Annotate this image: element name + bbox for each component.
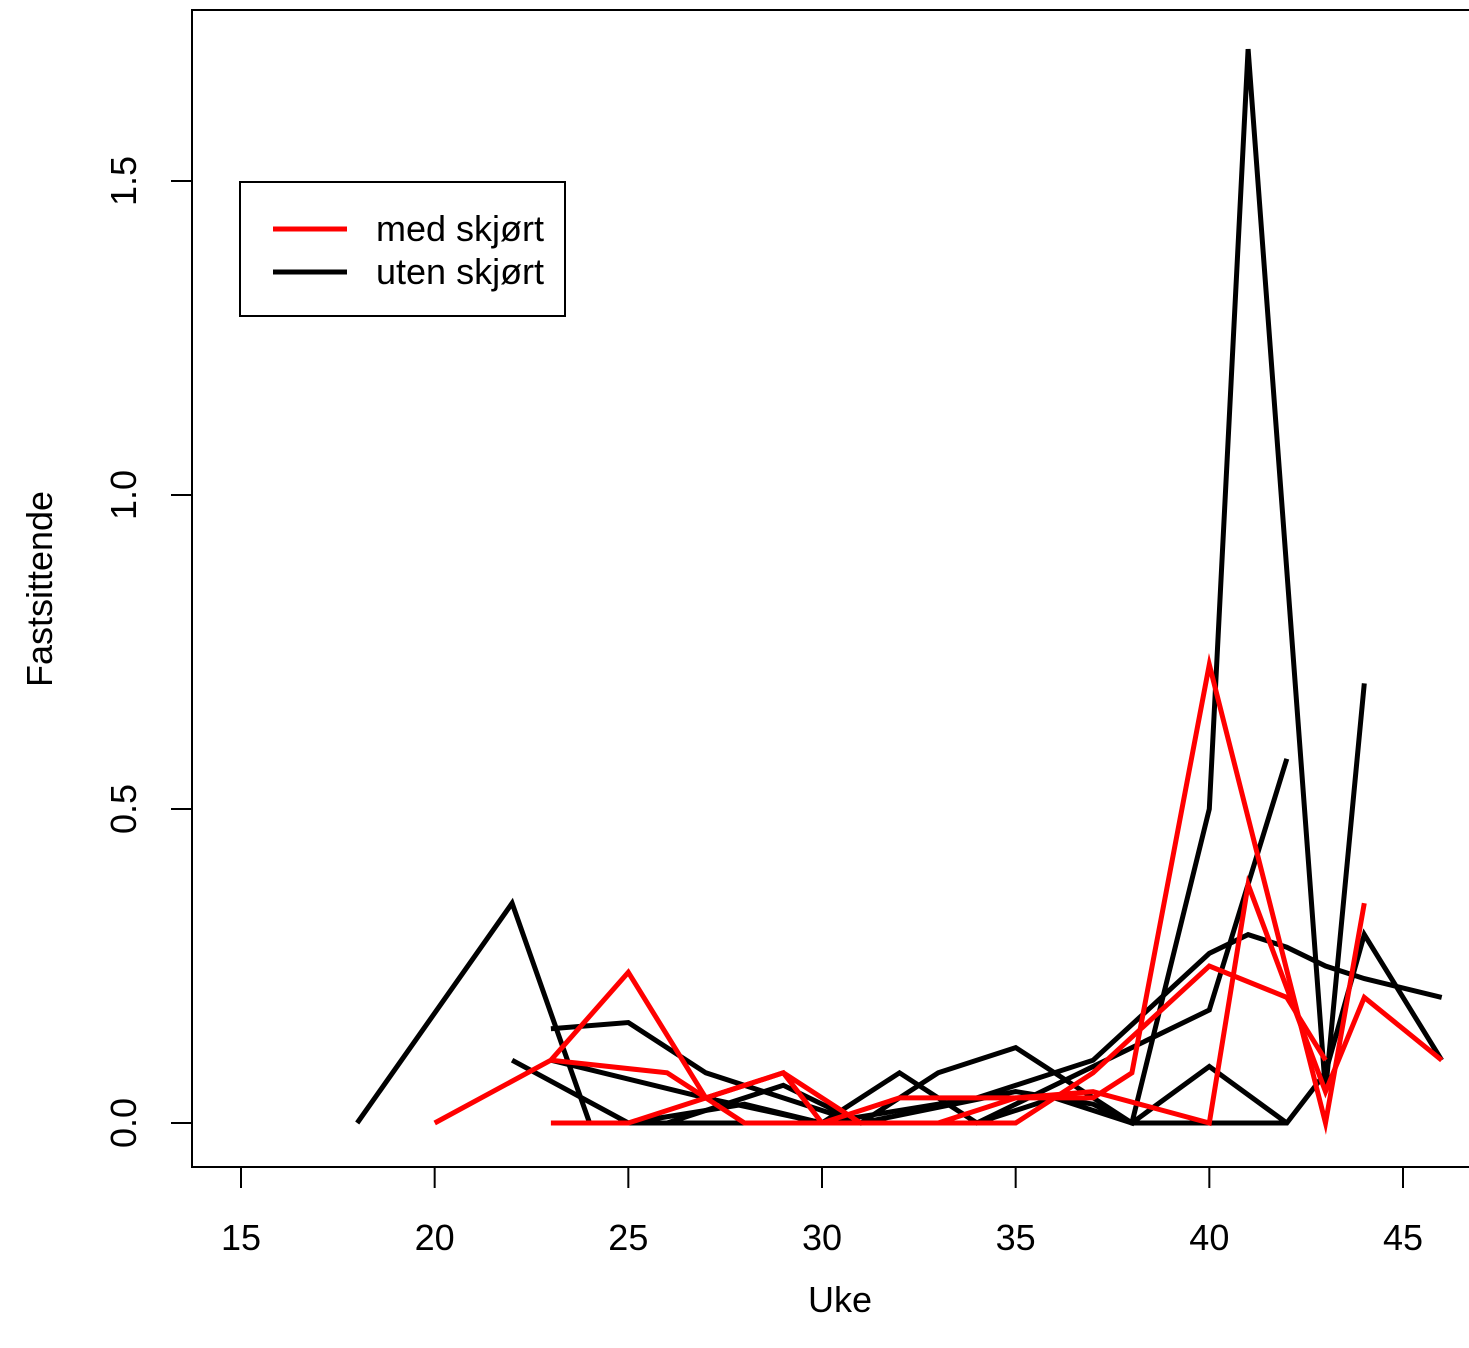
x-axis-title: Uke	[808, 1279, 872, 1320]
y-axis-title: Fastsittende	[19, 491, 60, 687]
series-line-uten-1	[510, 48, 1367, 1127]
x-tick-label: 15	[221, 1217, 261, 1258]
x-tick-label: 35	[996, 1217, 1036, 1258]
legend-label-uten-skjort: uten skjørt	[376, 251, 544, 292]
x-tick-label: 30	[802, 1217, 842, 1258]
x-tick-label: 25	[608, 1217, 648, 1258]
y-tick-label: 1.0	[103, 470, 144, 520]
x-axis: 15 20 25 30 35 40 45	[221, 1166, 1423, 1258]
y-tick-label: 0.5	[103, 784, 144, 834]
series-line-med-8	[550, 963, 1328, 1126]
y-tick-label: 0.0	[103, 1098, 144, 1148]
series-line-uten-0	[355, 897, 592, 1125]
x-tick-label: 40	[1189, 1217, 1229, 1258]
y-tick-label: 1.5	[103, 156, 144, 206]
legend-label-med-skjort: med skjørt	[376, 208, 544, 249]
y-axis: 0.0 0.5 1.0 1.5	[103, 156, 193, 1148]
series-line-med-6	[433, 653, 1367, 1135]
series-line-med-7	[550, 874, 1444, 1127]
series-line-uten-5	[666, 1063, 1289, 1126]
series-layer	[355, 48, 1444, 1135]
x-tick-label: 20	[415, 1217, 455, 1258]
legend-box	[239, 181, 566, 317]
x-tick-label: 45	[1383, 1217, 1423, 1258]
legend: med skjørt uten skjørt	[239, 181, 566, 317]
